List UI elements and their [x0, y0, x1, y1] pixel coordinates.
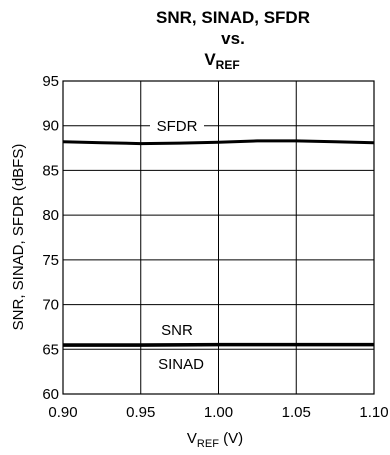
y-tick-labels: 60 65 70 75 80 85 90 95	[42, 73, 59, 403]
x-axis-label-v: V	[187, 430, 197, 447]
x-tick-label: 1.05	[282, 404, 311, 421]
series-label-bg	[150, 118, 204, 135]
x-tick-label: 0.95	[126, 404, 155, 421]
series-line-sfdr	[62, 139, 375, 146]
y-tick-label: 60	[42, 386, 59, 403]
grid	[63, 81, 374, 394]
y-tick-label: 75	[42, 252, 59, 269]
x-tick-label: 0.90	[48, 404, 77, 421]
series-label-sfdr: SFDR	[157, 118, 198, 135]
plot-frame	[62, 80, 375, 395]
chart-title-line1: SNR, SINAD, SFDR	[156, 8, 310, 27]
series-label-snr: SNR	[161, 322, 193, 339]
x-tick-label: 1.10	[359, 404, 388, 421]
y-tick-label: 80	[42, 207, 59, 224]
chart-title-line2: vs.	[221, 29, 245, 48]
x-tick-label: 1.00	[204, 404, 233, 421]
y-tick-label: 85	[42, 162, 59, 179]
x-axis-label-unit: (V)	[219, 430, 243, 447]
x-tick-labels: 0.90 0.95 1.00 1.05 1.10	[48, 404, 388, 421]
series-label-sinad: SINAD	[158, 356, 204, 373]
x-axis-label-ref: REF	[197, 438, 219, 450]
series-lines	[62, 139, 375, 347]
y-tick-label: 95	[42, 73, 59, 90]
plot-border	[62, 80, 375, 395]
chart-title-v: V	[204, 50, 216, 69]
series-labels: SFDR SNR SINAD	[150, 118, 204, 373]
x-axis-label: VREF (V)	[187, 430, 243, 450]
y-tick-label: 65	[42, 341, 59, 358]
y-tick-label: 90	[42, 118, 59, 135]
chart-title-line3: VREF	[204, 50, 239, 72]
y-tick-label: 70	[42, 297, 59, 314]
y-axis-label: SNR, SINAD, SFDR (dBFS)	[10, 144, 27, 331]
chart-title-ref: REF	[216, 58, 240, 72]
